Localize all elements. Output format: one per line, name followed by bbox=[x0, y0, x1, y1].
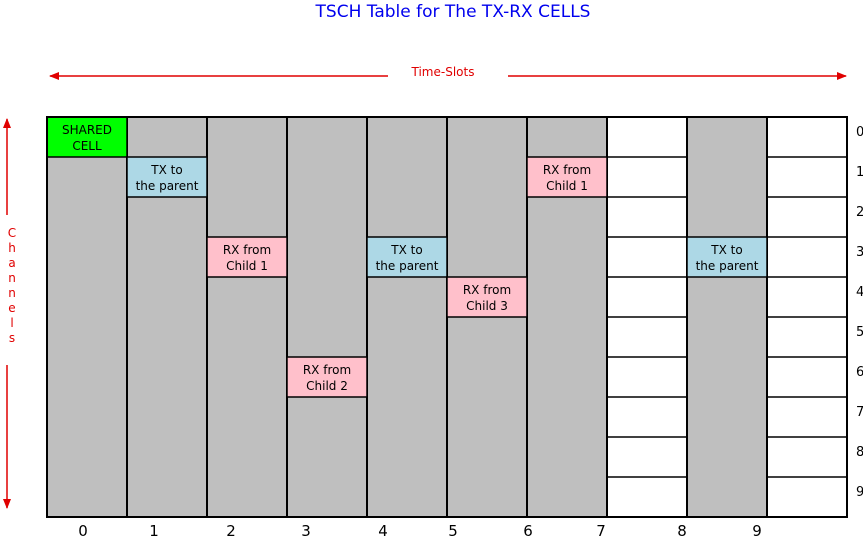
cell-label-line2: Child 2 bbox=[306, 379, 348, 393]
column-label: 7 bbox=[596, 522, 606, 540]
cell-label-line2: the parent bbox=[376, 259, 439, 273]
row-label: 8 bbox=[856, 445, 863, 460]
column-labels: 0 1 2 3 4 5 6 7 8 9 bbox=[78, 522, 762, 540]
column-label: 5 bbox=[448, 522, 458, 540]
table-border bbox=[46, 116, 848, 518]
slot-column-3 bbox=[287, 117, 367, 517]
tx-cell-box bbox=[366, 236, 448, 278]
cell-label-line1: RX from bbox=[223, 243, 271, 257]
shared-cell: SHARED CELL bbox=[46, 116, 128, 158]
tx-cell: TX to the parent bbox=[126, 156, 208, 198]
rx-cell-box bbox=[526, 156, 608, 198]
cell-label-line2: Child 1 bbox=[546, 179, 588, 193]
tx-cell: TX to the parent bbox=[686, 236, 768, 278]
row-label: 4 bbox=[856, 285, 863, 300]
cell-label-line1: TX to bbox=[710, 243, 742, 257]
row-label: 7 bbox=[856, 405, 863, 420]
cell-label-line1: TX to bbox=[390, 243, 422, 257]
chart-title: TSCH Table for The TX-RX CELLS bbox=[315, 2, 591, 22]
column-label: 8 bbox=[677, 522, 687, 540]
slot-column-0 bbox=[47, 117, 127, 517]
row-label: 6 bbox=[856, 365, 863, 380]
cell-label-line2: the parent bbox=[136, 179, 199, 193]
tx-cell: TX to the parent bbox=[366, 236, 448, 278]
time-slots-label: Time-Slots bbox=[411, 65, 475, 79]
cell-label-line1: RX from bbox=[543, 163, 591, 177]
row-label: 0 bbox=[856, 125, 863, 140]
cell-label-line2: CELL bbox=[72, 139, 102, 153]
rx-cell-box bbox=[286, 356, 368, 398]
row-label: 2 bbox=[856, 205, 863, 220]
row-label: 5 bbox=[856, 325, 863, 340]
row-label: 3 bbox=[856, 245, 863, 260]
column-label: 4 bbox=[378, 522, 388, 540]
cell-label-line1: TX to bbox=[150, 163, 182, 177]
cell-label-line1: RX from bbox=[463, 283, 511, 297]
rx-cell-box bbox=[206, 236, 288, 278]
cell-label-line2: the parent bbox=[696, 259, 759, 273]
column-label: 1 bbox=[149, 522, 159, 540]
column-label: 9 bbox=[752, 522, 762, 540]
rx-cell: RX from Child 1 bbox=[206, 236, 288, 278]
cell-label-line1: RX from bbox=[303, 363, 351, 377]
cell-label-line2: Child 3 bbox=[466, 299, 508, 313]
rx-cell-box bbox=[446, 276, 528, 318]
slot-column-2 bbox=[207, 117, 287, 517]
column-label: 6 bbox=[523, 522, 533, 540]
tx-cell-box bbox=[126, 156, 208, 198]
slot-columns bbox=[47, 117, 847, 517]
rx-cell: RX from Child 3 bbox=[446, 276, 528, 318]
row-label: 1 bbox=[856, 165, 863, 180]
slot-column-4 bbox=[367, 117, 447, 517]
slot-column-8 bbox=[687, 117, 767, 517]
grid-lines bbox=[126, 117, 847, 517]
tx-cell-box bbox=[686, 236, 768, 278]
column-label: 3 bbox=[301, 522, 311, 540]
rx-cell: RX from Child 2 bbox=[286, 356, 368, 398]
rx-cell: RX from Child 1 bbox=[526, 156, 608, 198]
row-labels: 0 1 2 3 4 5 6 7 8 9 bbox=[856, 125, 863, 500]
row-label: 9 bbox=[856, 485, 863, 500]
column-label: 2 bbox=[226, 522, 236, 540]
cell-label-line2: Child 1 bbox=[226, 259, 268, 273]
column-label: 0 bbox=[78, 522, 88, 540]
cell-label-line1: SHARED bbox=[62, 123, 112, 137]
